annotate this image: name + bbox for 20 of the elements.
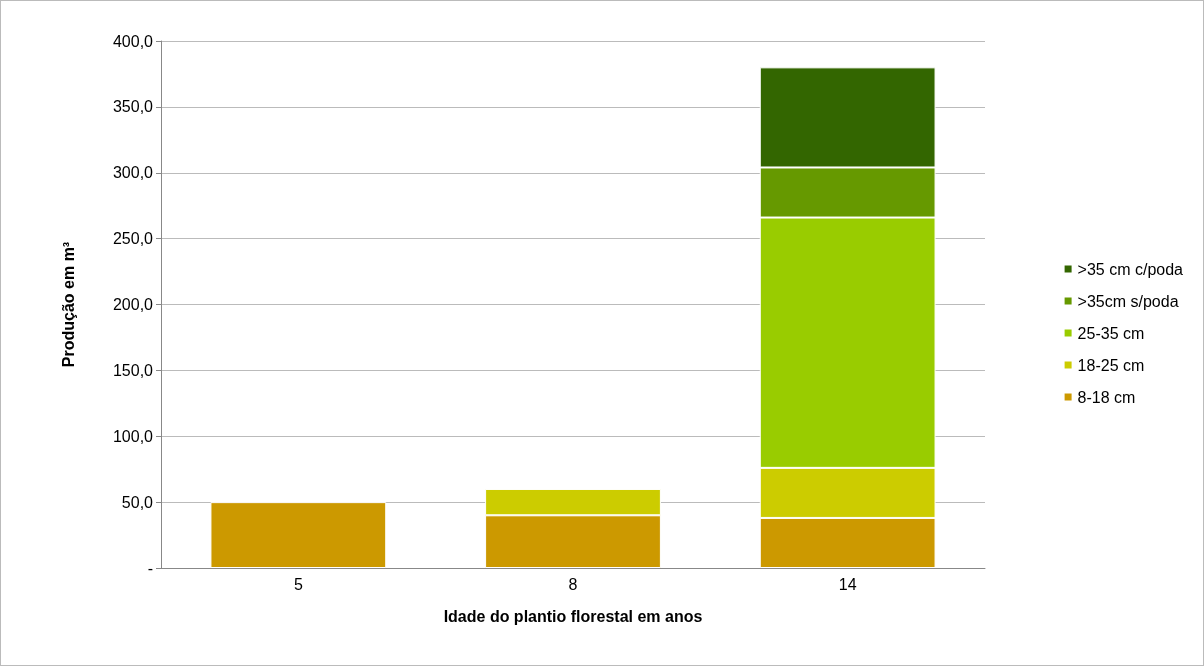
- legend-label: >35cm s/poda: [1077, 292, 1179, 310]
- y-axis-title: Produção em m³: [59, 241, 77, 368]
- y-tick-label: 150,0: [112, 361, 154, 379]
- legend-label: >35 cm c/poda: [1077, 260, 1184, 278]
- bar: [210, 502, 387, 568]
- y-tick-label: 50,0: [121, 493, 154, 511]
- legend-label: 8-18 cm: [1077, 388, 1136, 406]
- y-tick-label: 200,0: [112, 296, 154, 313]
- y-tick-label: 300,0: [112, 164, 154, 182]
- y-tick-label: -: [147, 559, 153, 577]
- y-tick-label: 350,0: [112, 98, 154, 116]
- y-tick-label: 250,0: [112, 230, 154, 248]
- legend-label: 25-35 cm: [1077, 324, 1145, 342]
- x-tick-label: 5: [293, 575, 303, 593]
- x-tick-label: 14: [838, 575, 857, 593]
- y-tick-label: 100,0: [112, 427, 154, 445]
- y-tick-label: 400,0: [112, 32, 154, 50]
- legend-label: 18-25 cm: [1077, 356, 1145, 374]
- x-tick-label: 8: [568, 575, 578, 593]
- x-axis-title: Idade do plantio florestal em anos: [443, 607, 703, 625]
